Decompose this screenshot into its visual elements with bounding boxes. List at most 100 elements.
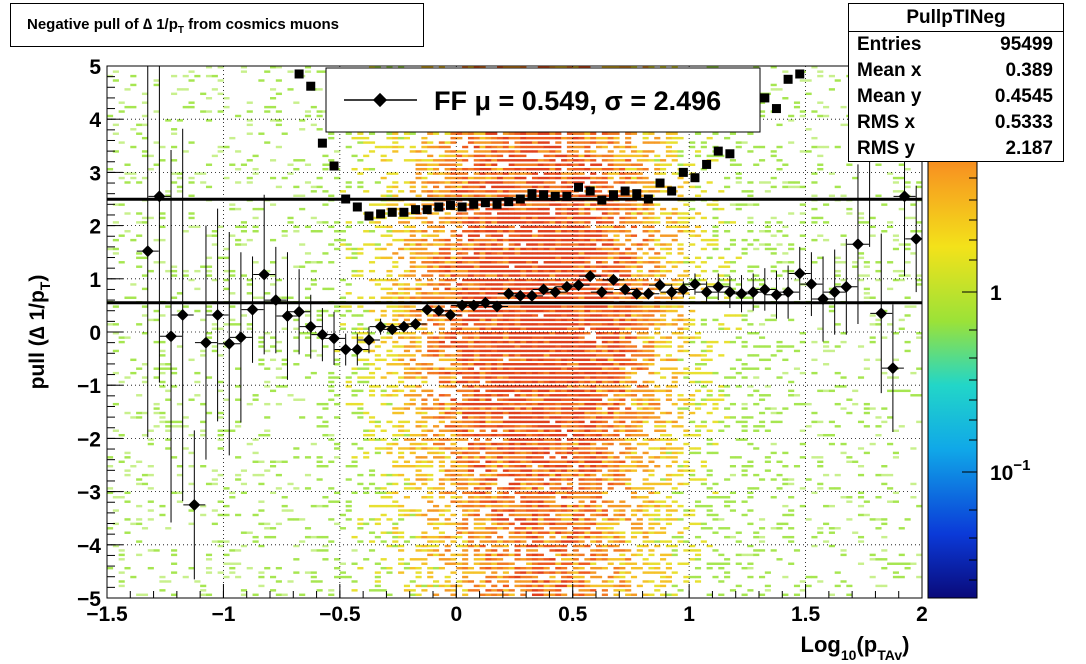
heatmap-cell (438, 509, 445, 512)
heatmap-cell (403, 221, 411, 224)
heatmap-cell (421, 562, 428, 565)
heatmap-cell (619, 460, 626, 464)
heatmap-cell (584, 234, 591, 237)
heatmap-cell (467, 442, 475, 446)
heatmap-cell (235, 513, 242, 517)
heatmap-cell (566, 447, 574, 450)
heatmap-cell (240, 274, 248, 277)
heatmap-cell (368, 389, 376, 393)
heatmap-cell (403, 407, 411, 410)
heatmap-cell (566, 305, 574, 308)
heatmap-cell (415, 318, 422, 322)
heatmap-cell (607, 132, 614, 135)
heatmap-cell (607, 363, 614, 366)
heatmap-cell (368, 540, 376, 543)
heatmap-cell (491, 314, 498, 317)
heatmap-cell (531, 518, 539, 521)
heatmap-cell (596, 318, 603, 322)
heatmap-cell (467, 354, 475, 357)
heatmap-cell (561, 398, 568, 401)
heatmap-cell (555, 176, 562, 180)
heatmap-cell (531, 261, 539, 264)
heatmap-cell (456, 252, 463, 255)
heatmap-cell (304, 527, 312, 530)
heatmap-cell (543, 66, 550, 69)
heatmap-cell (240, 70, 248, 73)
heatmap-cell (450, 234, 457, 237)
heatmap-cell (322, 309, 329, 313)
heatmap-cell (462, 456, 469, 459)
heatmap-cell (572, 429, 579, 432)
heatmap-cell (549, 527, 556, 530)
heatmap-cell (607, 456, 614, 459)
heatmap-cell (601, 402, 608, 406)
heatmap-cell (572, 460, 579, 464)
heatmap-cell (450, 269, 457, 273)
heatmap-cell (409, 398, 416, 401)
heatmap-cell (473, 141, 480, 144)
heatmap-cell (450, 150, 457, 153)
heatmap-cell (223, 256, 230, 260)
heatmap-cell (438, 371, 445, 375)
heatmap-cell (607, 238, 614, 242)
heatmap-cell (415, 252, 422, 255)
heatmap-cell (485, 482, 492, 486)
heatmap-cell (409, 376, 416, 379)
heatmap-cell (572, 145, 579, 149)
heatmap-cell (409, 145, 416, 149)
heatmap-cell (479, 358, 486, 362)
heatmap-cell (473, 159, 480, 162)
heatmap-cell (398, 305, 405, 308)
heatmap-cell (246, 181, 253, 184)
heatmap-cell (537, 345, 544, 348)
heatmap-cell (363, 491, 370, 495)
heatmap-cell (549, 265, 556, 268)
heatmap-cell (450, 323, 457, 326)
heatmap-cell (200, 349, 207, 353)
heatmap-cell (264, 367, 271, 370)
heatmap-cell (520, 132, 527, 135)
heatmap-cell (561, 327, 568, 331)
heatmap-cell (235, 207, 242, 211)
heatmap-cell (462, 265, 469, 268)
heatmap-cell (386, 230, 393, 233)
heatmap-cell (601, 238, 608, 242)
heatmap-cell (491, 340, 498, 344)
heatmap-cell (421, 234, 428, 237)
heatmap-cell (491, 442, 498, 446)
heatmap-cell (555, 411, 562, 415)
heatmap-cell (304, 314, 312, 317)
heatmap-cell (433, 398, 440, 401)
heatmap-cell (596, 522, 603, 526)
heatmap-cell (433, 580, 440, 583)
heatmap-cell (613, 296, 620, 299)
heatmap-cell (310, 371, 317, 375)
heatmap-cell (392, 318, 399, 322)
heatmap-cell (171, 296, 178, 299)
heatmap-cell (392, 460, 399, 464)
heatmap-cell (561, 265, 568, 268)
heatmap-cell (619, 398, 626, 401)
heatmap-cell (590, 487, 597, 490)
heatmap-cell (596, 234, 603, 237)
heatmap-cell (531, 456, 539, 459)
heatmap-cell (304, 571, 312, 574)
heatmap-cell (409, 442, 416, 446)
heatmap-cell (171, 181, 178, 184)
heatmap-cell (613, 292, 620, 295)
heatmap-cell (485, 566, 492, 570)
heatmap-cell (462, 394, 469, 397)
heatmap-cell (578, 385, 585, 388)
heatmap-cell (415, 465, 422, 468)
heatmap-cell (526, 438, 533, 441)
heatmap-cell (601, 513, 608, 517)
heatmap-cell (275, 110, 282, 113)
heatmap-cell (403, 243, 411, 246)
heatmap-cell (590, 167, 597, 171)
heatmap-cell (409, 225, 416, 229)
heatmap-cell (479, 442, 486, 446)
heatmap-cell (415, 292, 422, 295)
heatmap-cell (520, 172, 527, 175)
heatmap-cell (392, 473, 399, 477)
heatmap-cell (613, 332, 620, 335)
